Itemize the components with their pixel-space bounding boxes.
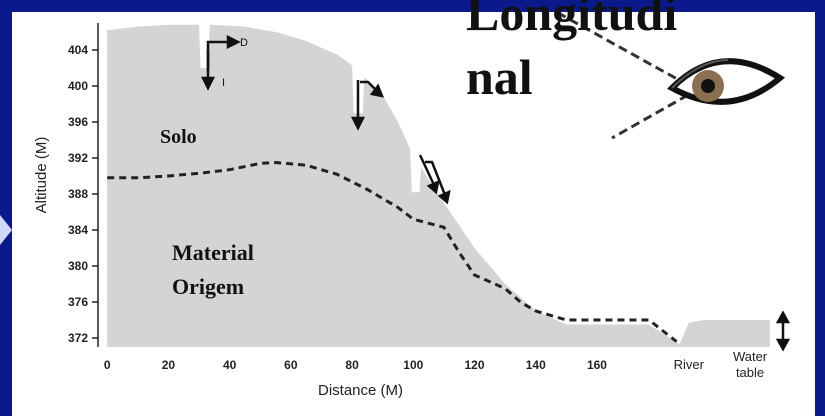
x-tick-label: 120 <box>465 358 485 372</box>
x-annotation: Water <box>733 349 768 364</box>
x-tick-label: 160 <box>587 358 607 372</box>
y-tick-label: 380 <box>68 259 88 273</box>
x-axis-label: Distance (M) <box>318 382 403 399</box>
y-tick-label: 376 <box>68 295 88 309</box>
nav-chevron <box>0 215 12 245</box>
x-annotation: table <box>736 365 764 380</box>
x-tick-label: 140 <box>526 358 546 372</box>
slide-title: nal <box>466 49 533 105</box>
slide-title: Longitudi <box>466 0 677 41</box>
x-tick-label: 80 <box>345 358 359 372</box>
y-tick-label: 400 <box>68 79 88 93</box>
y-tick-label: 388 <box>68 187 88 201</box>
y-axis-label: Altitude (M) <box>33 137 50 214</box>
x-annotation: River <box>674 357 705 372</box>
x-tick-label: 40 <box>223 358 237 372</box>
region-label: Origem <box>172 274 244 299</box>
x-tick-label: 100 <box>403 358 423 372</box>
y-tick-label: 396 <box>68 115 88 129</box>
y-tick-label: 384 <box>68 223 88 237</box>
arrow-label: I <box>222 77 225 89</box>
y-tick-label: 392 <box>68 151 88 165</box>
direction-arrows <box>200 34 791 352</box>
x-tick-label: 0 <box>104 358 111 372</box>
plot: 372 376 380 384 388 392 396 400 404 0 20 40 60 80 100 1… <box>33 23 770 399</box>
x-tick-label: 60 <box>284 358 298 372</box>
region-label: Solo <box>160 126 197 148</box>
arrow-label: D <box>240 37 248 49</box>
eye-icon <box>559 12 786 140</box>
y-tick-label: 372 <box>68 331 88 345</box>
region-label: Material <box>172 240 254 265</box>
terrain-area <box>107 24 770 348</box>
x-tick-label: 20 <box>162 358 176 372</box>
boundary-line <box>107 160 678 343</box>
y-tick-label: 404 <box>68 43 88 57</box>
